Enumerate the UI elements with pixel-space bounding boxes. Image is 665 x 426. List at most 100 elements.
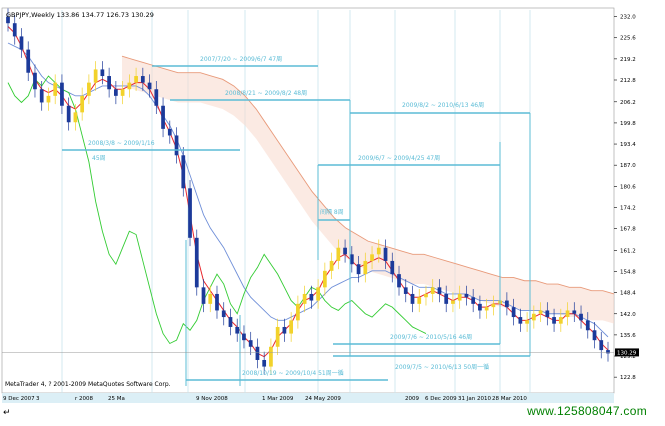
candle-body [329, 260, 334, 271]
candle-body [424, 293, 428, 298]
ichimoku-cloud [121, 55, 615, 324]
candle-body [120, 89, 125, 96]
candle-body [478, 303, 482, 311]
candle-body [80, 95, 85, 113]
y-tick-label: 122.8 [620, 375, 636, 381]
candle-body [518, 317, 523, 324]
candle-body [235, 326, 240, 334]
candle-body [228, 317, 233, 327]
candle-body [579, 313, 583, 321]
candle-body [444, 293, 449, 304]
watermark-url: www.125808047.com [527, 404, 647, 418]
candle-body [53, 82, 58, 96]
x-tick-label: 2009 [405, 396, 419, 402]
candle-body [599, 340, 604, 351]
cycle-annotations: 2007/7/20 ~ 2009/6/7 47周 2008/8/21 ~ 2009… [62, 56, 531, 386]
candle-body [484, 307, 489, 311]
candle-body [39, 89, 44, 103]
candle-body [356, 264, 361, 275]
candle-body [296, 303, 300, 321]
x-tick-label: 9 Nov 2008 [196, 396, 228, 402]
candle-body [430, 287, 435, 294]
cycle-label: 2009/7/5 ~ 2010/6/13 50周一循 [395, 363, 489, 371]
cycle-label: 2008/3/8 ~ 2009/1/16 [88, 140, 155, 147]
x-tick-label: 6 Dec 2009 [425, 396, 457, 402]
candle-body [316, 287, 320, 301]
candle-body [134, 76, 138, 83]
y-tick-label: 206.2 [620, 100, 636, 106]
cycle-label: 2009/6/7 ~ 2009/4/25 47周 [358, 155, 440, 162]
candle-body [174, 135, 179, 156]
candle-body [282, 326, 287, 334]
y-tick-label: 232.0 [620, 15, 636, 21]
candle-body [289, 320, 294, 334]
time-axis: 9 Dec 2007 3 r 2008 25 Ma 9 Nov 2008 1 Mar 20… [2, 393, 614, 403]
cycle-label: 2008/10/19 ~ 2009/10/4 51周一循 [242, 369, 344, 377]
x-tick-label: 31 Jan 2010 [458, 396, 491, 402]
y-tick-label: 180.6 [620, 184, 636, 190]
x-tick-label: 1 Mar 2009 [262, 396, 294, 402]
candles [6, 8, 610, 375]
candle-body [525, 320, 529, 324]
candle-body [491, 303, 496, 308]
candle-body [221, 310, 226, 318]
candle-body [167, 128, 172, 136]
cloud-span-a [121, 55, 615, 295]
candle-body [188, 188, 192, 238]
x-tick-label: 28 Mar 2010 [492, 396, 527, 402]
candle-body [336, 247, 341, 261]
candle-body [181, 155, 186, 189]
candle-body [93, 69, 98, 83]
candle-body [275, 326, 280, 347]
candle-body [383, 247, 388, 261]
candle-body [511, 307, 516, 318]
cycle-label: 2009/7/6 ~ 2010/5/16 46周 [390, 334, 472, 341]
cycle-label: 45周 [92, 155, 106, 162]
candle-body [140, 76, 145, 83]
candle-body [161, 105, 165, 129]
y-tick-label: 129.2 [620, 354, 636, 360]
candle-body [531, 313, 536, 321]
candle-body [12, 23, 17, 37]
candle-body [363, 260, 368, 275]
candle-body [370, 254, 374, 261]
cycle-label: 2008/8/21 ~ 2009/8/2 48周 [225, 90, 307, 97]
candle-body [606, 350, 610, 354]
candle-body [215, 293, 219, 311]
candle-body [376, 247, 381, 255]
candle-body [538, 310, 543, 314]
y-tick-label: 225.6 [620, 36, 636, 42]
current-price-label: 130.29 [617, 350, 637, 356]
candle-body [154, 89, 159, 106]
current-price-box [615, 348, 639, 357]
candle-body [66, 105, 71, 123]
candle-body [46, 95, 51, 103]
candle-body [201, 287, 206, 304]
y-tick-label: 154.8 [620, 269, 636, 275]
candle-body [309, 293, 314, 301]
candle-body [147, 82, 152, 90]
candle-body [545, 310, 550, 318]
chikou-line [7, 75, 427, 345]
candle-body [248, 340, 253, 347]
y-tick-label: 142.0 [620, 312, 636, 318]
candle-body [349, 254, 354, 265]
cycle-label: 2009/8/2 ~ 2010/6/13 46周 [402, 102, 484, 109]
candle-body [403, 287, 408, 294]
candle-body [552, 317, 556, 324]
time-axis-band [2, 393, 614, 403]
candle-body [19, 36, 24, 50]
candle-body [127, 82, 132, 90]
candle-body [565, 310, 570, 318]
candle-body [262, 359, 267, 367]
candle-body [113, 89, 118, 96]
candle-body [592, 330, 597, 341]
candle-body [457, 293, 462, 301]
x-tick-label: 3 [36, 396, 40, 402]
candle-body [343, 247, 347, 255]
y-tick-label: 187.0 [620, 163, 636, 169]
candle-body [302, 293, 307, 304]
copyright-text: MetaTrader 4, ? 2001-2009 MetaQuotes Sof… [5, 381, 171, 388]
candle-body [572, 310, 577, 314]
